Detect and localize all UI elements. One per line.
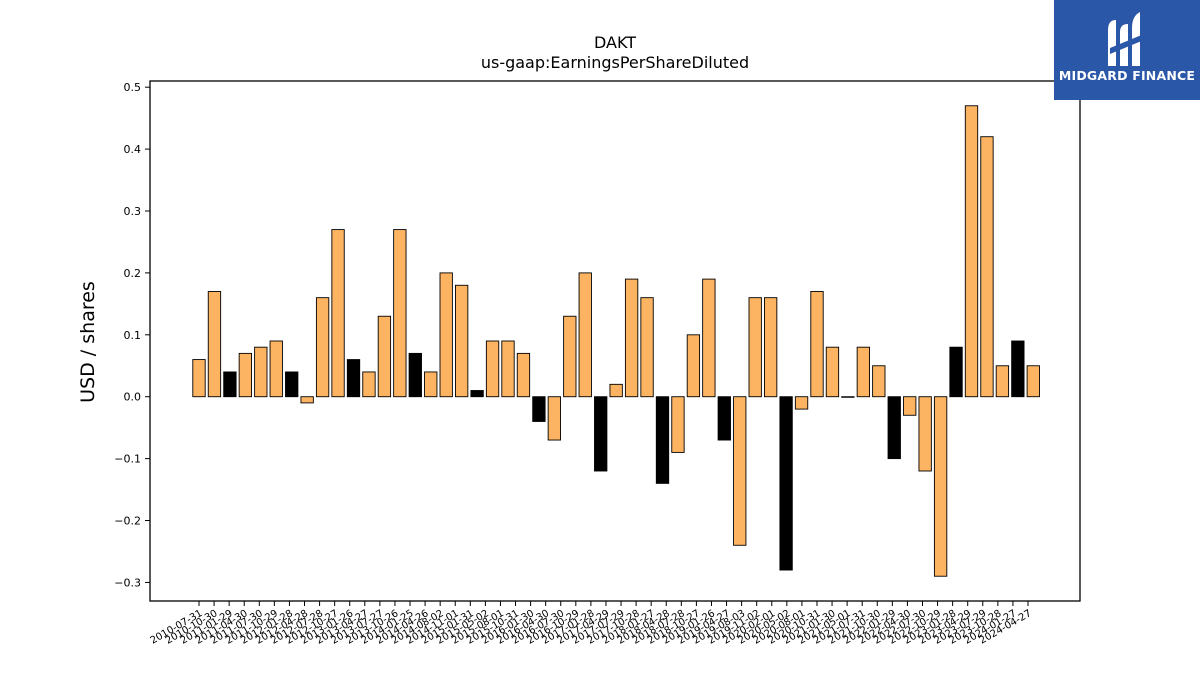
bar-2019-04-27 [717, 396, 731, 441]
bar-2023-10-28 [995, 365, 1010, 398]
bar-2014-01-25 [393, 229, 407, 398]
bar-2021-05-01 [841, 396, 855, 398]
bar-2023-04-29 [964, 105, 979, 398]
bar-2017-07-29 [609, 383, 623, 398]
bar-2021-07-31 [856, 346, 871, 398]
bar-2018-07-28 [671, 396, 685, 453]
bar-2016-07-30 [547, 396, 562, 441]
bar-2015-08-01 [485, 340, 500, 398]
y-tick-label: 0.2 [124, 267, 142, 280]
bar-2018-10-27 [686, 334, 701, 398]
y-axis-label: USD / shares [77, 281, 99, 403]
bars-group [192, 105, 1040, 577]
bar-2022-04-30 [903, 396, 917, 416]
bar-2010-07-31 [192, 359, 206, 398]
bar-2017-10-28 [624, 278, 639, 398]
bar-2015-05-02 [470, 390, 484, 398]
bar-2014-11-01 [439, 272, 453, 398]
bar-2020-05-02 [779, 396, 793, 571]
y-tick-label: 0.4 [124, 143, 142, 156]
plot-frame [149, 80, 1081, 602]
bar-2011-10-29 [254, 346, 268, 398]
bar-2013-04-27 [346, 359, 361, 398]
bar-2023-01-28 [949, 346, 963, 398]
bar-2021-10-30 [872, 365, 886, 398]
bar-2016-04-30 [532, 396, 546, 422]
bar-2012-07-28 [300, 396, 314, 404]
y-tick-label: 0.0 [124, 391, 142, 404]
bar-2018-01-27 [640, 297, 654, 398]
bar-2024-04-27 [1026, 365, 1040, 398]
y-axis-ticks: −0.3 −0.2 −0.1 0.0 0.1 0.2 0.3 0.4 0.5 [114, 81, 150, 589]
bar-2012-01-28 [269, 340, 283, 398]
bar-2010-10-30 [207, 291, 222, 398]
bar-2014-08-02 [424, 371, 438, 398]
bar-2015-01-31 [455, 284, 469, 398]
bar-2023-07-29 [980, 136, 994, 398]
y-tick-label: 0.1 [124, 329, 142, 342]
bar-2012-10-27 [315, 297, 330, 398]
bar-2019-11-02 [748, 297, 762, 398]
logo-text: MIDGARD FINANCE [1058, 68, 1196, 83]
chart-subtitle: us-gaap:EarningsPerShareDiluted [481, 53, 749, 72]
bar-2019-01-26 [702, 278, 716, 398]
bar-2020-02-01 [764, 297, 778, 398]
bar-2014-04-26 [408, 352, 422, 398]
bar-2022-10-29 [933, 396, 948, 577]
bar-2021-01-30 [825, 346, 840, 398]
bar-2013-10-26 [377, 315, 392, 398]
midgard-finance-logo: MIDGARD FINANCE [1054, 0, 1200, 100]
bar-2022-07-30 [918, 396, 932, 472]
bar-2019-08-03 [733, 396, 747, 546]
bar-2017-01-28 [578, 272, 592, 398]
y-tick-label: −0.1 [114, 453, 141, 466]
logo-mark-icon [1108, 12, 1144, 66]
bar-2020-10-31 [810, 291, 824, 398]
bar-2012-04-28 [285, 371, 299, 398]
bar-2017-04-29 [594, 396, 608, 472]
bar-2016-10-29 [563, 315, 577, 398]
bar-2024-01-27 [1011, 340, 1025, 398]
y-tick-label: −0.2 [114, 515, 141, 528]
bar-2016-01-30 [516, 352, 531, 398]
bar-2013-01-26 [331, 229, 345, 398]
bar-2015-10-31 [501, 340, 515, 398]
chart-title: DAKT [594, 33, 636, 52]
bar-2011-01-29 [223, 371, 237, 398]
y-tick-label: −0.3 [114, 576, 141, 589]
bar-2022-01-29 [887, 396, 901, 460]
bar-2018-04-28 [655, 396, 670, 484]
bar-2013-07-27 [362, 371, 376, 398]
bar-2020-08-01 [794, 396, 809, 410]
x-axis-ticks: 2010-07-312010-10-302011-01-292011-04-30… [149, 601, 1034, 647]
y-tick-label: 0.3 [124, 205, 142, 218]
bar-2011-07-30 [238, 352, 252, 398]
y-tick-label: 0.5 [124, 81, 142, 94]
